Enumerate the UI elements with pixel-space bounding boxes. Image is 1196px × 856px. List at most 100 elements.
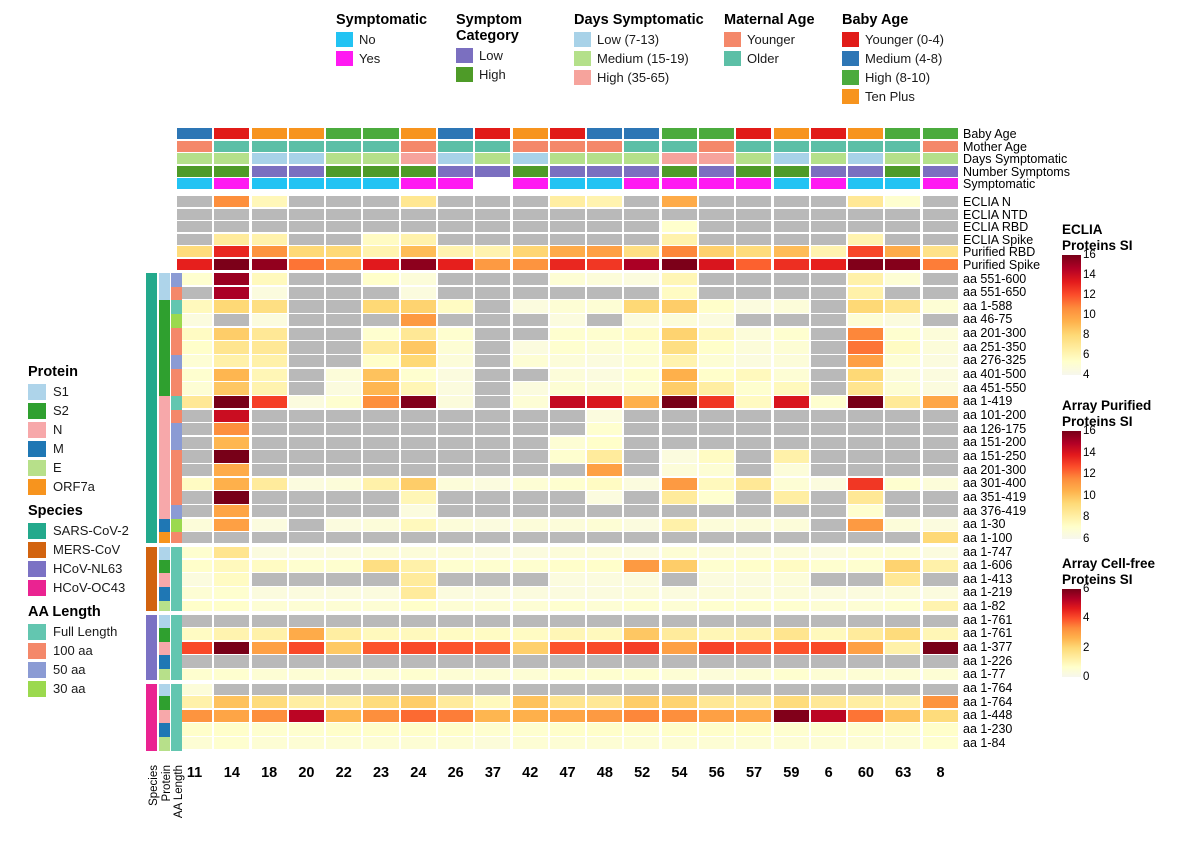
annotation-cell: [400, 140, 436, 152]
array-cell: [587, 614, 623, 627]
array-cell: [400, 450, 436, 463]
eclia-cell: [624, 259, 660, 270]
annotation-cell: [475, 153, 511, 165]
array-cell: [214, 600, 250, 613]
colorbar-0: ECLIA Proteins SI 16 14 12 10 8 6 4: [1062, 222, 1133, 381]
legend-label: Yes: [359, 51, 381, 66]
column-label: 47: [559, 765, 576, 781]
legend-label: Low: [479, 48, 503, 63]
array-cell: [810, 300, 846, 313]
array-cell: [810, 532, 846, 545]
array-cell: [288, 682, 324, 695]
array-cell: [251, 491, 287, 504]
eclia-cell: [326, 221, 362, 233]
legend-swatch: [336, 32, 353, 47]
array-cell: [773, 682, 809, 695]
array-cell: [624, 518, 660, 532]
array-cell: [475, 641, 511, 654]
array-cell: [549, 655, 585, 668]
eclia-cell: [698, 233, 735, 245]
annotation-cell: [624, 140, 660, 152]
protein-strip: [158, 641, 170, 656]
aa-length-strip: [171, 614, 182, 629]
array-cell: [736, 655, 772, 668]
array-cell: [773, 600, 809, 613]
array-cell: [661, 709, 697, 723]
array-cell: [736, 586, 772, 600]
array-cell: [885, 655, 921, 668]
array-cell: [326, 723, 362, 736]
array-row-label: aa 451-550: [963, 380, 1027, 395]
legend-label: Younger (0-4): [865, 32, 945, 47]
array-cell: [177, 382, 213, 395]
array-cell: [773, 491, 809, 504]
eclia-cell: [475, 221, 511, 233]
array-cell: [736, 327, 772, 340]
protein-strip: [158, 395, 170, 410]
array-cell: [437, 300, 474, 313]
array-cell: [661, 546, 697, 559]
colorbar-title: ECLIA Proteins SI: [1062, 222, 1133, 253]
array-cell: [475, 532, 511, 545]
array-cell: [437, 491, 474, 504]
array-cell: [288, 436, 324, 450]
array-cell: [288, 532, 324, 545]
array-cell: [773, 395, 809, 409]
array-cell: [475, 300, 511, 313]
array-cell: [251, 423, 287, 436]
array-cell: [177, 641, 213, 654]
array-cell: [587, 368, 623, 381]
array-row: [177, 641, 960, 654]
array-cell: [288, 491, 324, 504]
annotation-cell: [512, 140, 548, 152]
array-cell: [885, 505, 921, 518]
array-row-label: aa 1-764: [963, 694, 1013, 709]
left-legend: Protein S1 S2 N M E ORF7a Species SARS-CoV-2 MERS…: [28, 364, 129, 705]
array-cell: [400, 505, 436, 518]
annotation-cell: [661, 128, 697, 139]
array-cell: [475, 586, 511, 600]
array-cell: [624, 273, 660, 286]
array-cell: [661, 395, 697, 409]
array-cell: [549, 573, 585, 586]
legend-swatch: [574, 70, 591, 85]
array-cell: [885, 313, 921, 327]
protein-strip: [158, 614, 170, 629]
colorbar-wrap: 16 14 12 10 8 6 4: [1062, 249, 1133, 381]
array-cell: [214, 354, 250, 368]
legend-item: 100 aa: [28, 641, 129, 660]
array-cell: [363, 682, 399, 695]
annotation-row-label: Mother Age: [963, 139, 1027, 154]
aa-length-strip: [171, 423, 182, 438]
array-cell: [885, 382, 921, 395]
eclia-cell: [922, 221, 958, 233]
array-cell: [661, 382, 697, 395]
array-cell: [288, 559, 324, 572]
array-cell: [512, 696, 548, 709]
array-cell: [885, 286, 921, 299]
array-cell: [177, 273, 213, 286]
annotation-cell: [512, 153, 548, 165]
column-label: 59: [783, 765, 800, 781]
annotation-cell: [549, 128, 585, 139]
annotation-cell: [214, 153, 250, 165]
array-cell: [549, 546, 585, 559]
array-cell: [661, 655, 697, 668]
column-label: 54: [671, 765, 688, 781]
array-cell: [475, 273, 511, 286]
array-cell: [177, 627, 213, 641]
annotation-cell: [512, 128, 548, 139]
array-cell: [587, 341, 623, 354]
array-cell: [400, 491, 436, 504]
annotation-cell: [177, 178, 213, 190]
array-cell: [736, 423, 772, 436]
array-cell: [773, 327, 809, 340]
array-cell: [400, 354, 436, 368]
array-cell: [326, 382, 362, 395]
species-strip: [146, 655, 157, 670]
array-cell: [587, 627, 623, 641]
array-cell: [885, 477, 921, 491]
aa-length-strip: [171, 436, 182, 451]
array-cell: [512, 505, 548, 518]
array-cell: [437, 313, 474, 327]
